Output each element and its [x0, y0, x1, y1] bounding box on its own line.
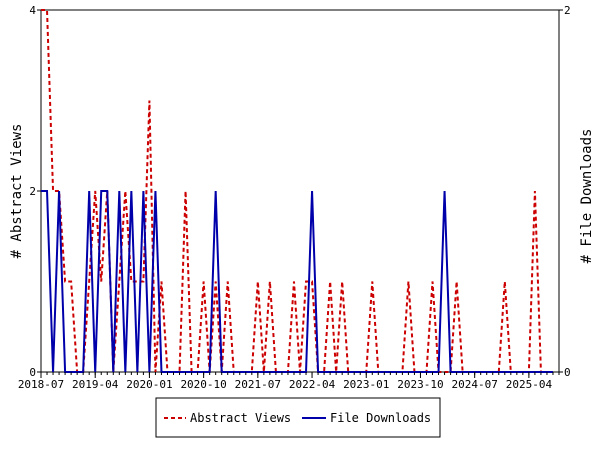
x-tick-label: 2023-01: [343, 378, 389, 391]
x-tick-label: 2018-07: [18, 378, 64, 391]
legend: Abstract Views File Downloads: [155, 397, 441, 438]
y2-tick-label: 0: [564, 366, 571, 379]
legend-label-abstract-views: Abstract Views: [190, 411, 291, 425]
x-tick-label: 2025-04: [506, 378, 553, 391]
y-tick-label: 4: [29, 4, 36, 17]
y-axis-ticks: 0 2 4: [29, 4, 41, 379]
x-tick-label: 2021-07: [235, 378, 281, 391]
y-tick-label: 2: [29, 185, 36, 198]
x-tick-label: 2020-01: [126, 378, 172, 391]
legend-box: [155, 397, 441, 438]
x-tick-label: 2019-04: [72, 378, 119, 391]
y-axis-title: # Abstract Views: [9, 124, 25, 259]
y2-tick-label: 2: [564, 4, 571, 17]
legend-label-file-downloads: File Downloads: [330, 411, 431, 425]
x-tick-label: 2020-10: [180, 378, 226, 391]
x-tick-label: 2024-07: [451, 378, 497, 391]
x-tick-label: 2022-04: [289, 378, 336, 391]
y2-axis-ticks: 02: [559, 4, 571, 379]
y2-axis-title: # File Downloads: [579, 129, 595, 264]
x-tick-label: 2023-10: [397, 378, 443, 391]
series-line-file-downloads: [41, 190, 553, 373]
series-layer: [41, 9, 553, 373]
x-axis-ticks: 2018-07 2019-04 2020-01 2020-10 2021-07 2022-…: [18, 372, 560, 391]
y-tick-label: 0: [29, 366, 36, 379]
